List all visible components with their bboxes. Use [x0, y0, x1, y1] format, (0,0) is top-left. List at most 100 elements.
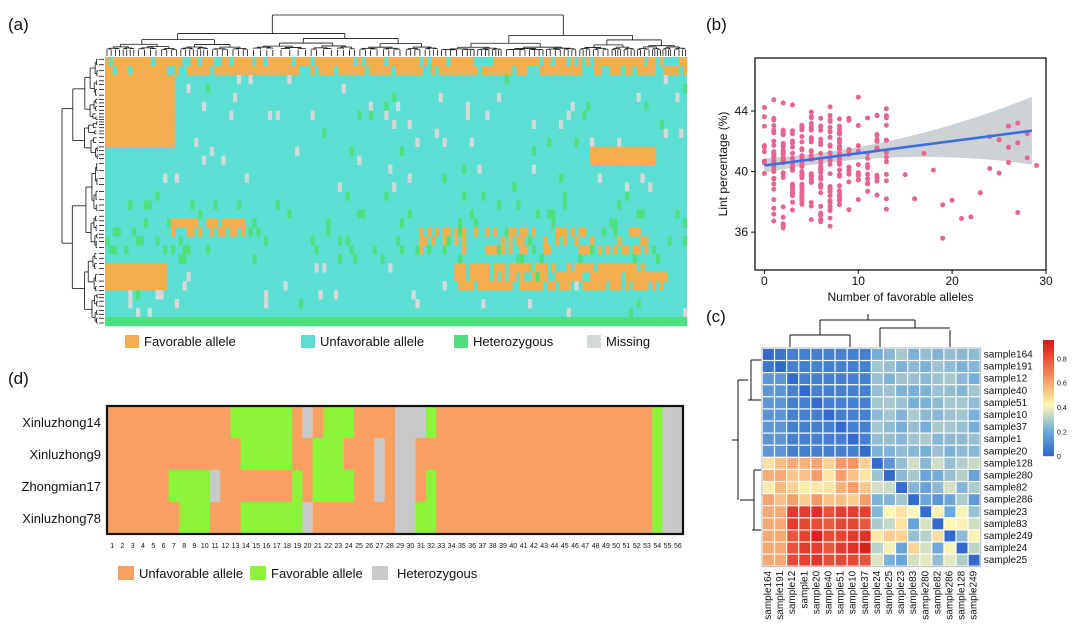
correlation-cell: [932, 470, 944, 481]
column-number: 27: [376, 543, 384, 550]
heatmap-a-cell: [465, 101, 471, 112]
heatmap-a-cell: [120, 281, 125, 291]
correlation-cell: [896, 349, 907, 360]
x-tick-label: 30: [1039, 274, 1053, 288]
variety-cell: [600, 438, 612, 471]
variety-cell: [179, 406, 190, 439]
correlation-cell: [811, 361, 823, 372]
heatmap-a-cell: [652, 65, 657, 76]
variety-cell: [446, 502, 458, 535]
heatmap-a-cell: [423, 236, 428, 246]
heatmap-a-cell: [539, 281, 544, 291]
heatmap-a-cell: [632, 272, 637, 282]
correlation-cell: [763, 349, 774, 360]
correlation-cell: [920, 421, 932, 433]
column-number: 7: [172, 543, 176, 550]
heatmap-a-cell: [229, 65, 234, 76]
heatmap-a-cell: [578, 65, 583, 76]
colorbar-segment: [1043, 382, 1054, 385]
correlation-cell: [896, 373, 907, 385]
heatmap-a-cell: [229, 227, 234, 237]
colorbar-segment: [1043, 360, 1054, 363]
heatmap-a-cell: [244, 65, 249, 76]
heatmap-a-cell: [508, 236, 513, 246]
heatmap-a-cell: [671, 65, 676, 76]
heatmap-a-cell: [613, 281, 618, 291]
heatmap-a-cell: [147, 83, 152, 94]
heatmap-a-cell: [155, 65, 160, 76]
correlation-cell: [956, 506, 968, 518]
heatmap-a-cell: [283, 281, 288, 291]
heatmap-a-cell: [504, 74, 509, 85]
correlation-cell: [944, 530, 956, 542]
heatmap-a-cell: [372, 57, 377, 67]
scatter-point: [799, 195, 805, 201]
heatmap-a-cell: [520, 281, 525, 291]
heatmap-a-cell: [174, 57, 180, 67]
heatmap-a-cell: [326, 218, 331, 228]
heatmap-a-cell: [190, 65, 195, 76]
heatmap-a-cell: [155, 101, 160, 112]
heatmap-a-cell: [302, 317, 308, 327]
heatmap-a-cell: [516, 200, 521, 210]
variety-cell: [477, 438, 488, 471]
variety-cell: [148, 470, 159, 503]
heatmap-a-cell: [504, 65, 509, 76]
heatmap-a-cell: [155, 281, 160, 291]
heatmap-a-cell: [617, 65, 622, 76]
heatmap-a-cell: [178, 218, 183, 228]
panel-b-label: (b): [706, 15, 727, 34]
heatmap-a-cell: [481, 65, 486, 76]
heatmap-a-cell: [461, 245, 467, 255]
heatmap-a-cell: [562, 236, 568, 246]
heatmap-a-cell: [578, 57, 583, 67]
correlation-cell: [847, 361, 859, 372]
scatter-point: [865, 164, 871, 170]
heatmap-a-cell: [450, 65, 455, 76]
heatmap-a-cell: [520, 57, 525, 67]
correlation-cell: [920, 554, 932, 566]
variety-cell: [508, 502, 519, 535]
variety-cell: [580, 438, 591, 471]
heatmap-a-cell: [473, 317, 478, 327]
row-label-sample25: sample25: [984, 555, 1028, 566]
heatmap-a-cell: [124, 65, 129, 76]
heatmap-a-cell: [621, 263, 626, 273]
scatter-point: [780, 204, 786, 210]
correlation-cell: [920, 445, 932, 457]
heatmap-a-cell: [485, 317, 490, 327]
heatmap-a-cell: [194, 137, 199, 147]
panel-a-label: (a): [8, 15, 29, 34]
heatmap-a-cell: [202, 101, 207, 112]
column-number: 36: [468, 543, 476, 550]
heatmap-a-cell: [229, 218, 234, 228]
heatmap-a-cell: [229, 57, 234, 67]
heatmap-a-cell: [516, 65, 521, 76]
scatter-point: [780, 214, 786, 220]
variety-cell: [631, 406, 643, 439]
correlation-cell: [871, 397, 883, 409]
heatmap-a-cell: [636, 57, 641, 67]
correlation-cell: [896, 506, 907, 518]
heatmap-a-cell: [132, 101, 137, 112]
heatmap-a-cell: [209, 57, 214, 67]
heatmap-a-cell: [636, 155, 641, 165]
heatmap-a-cell: [520, 236, 525, 246]
colorbar-segment: [1043, 436, 1054, 439]
row-label-sample249: sample249: [984, 531, 1033, 542]
column-number: 4: [141, 543, 145, 550]
scatter-point: [818, 170, 824, 175]
heatmap-a-cell: [636, 146, 641, 156]
heatmap-a-cell: [586, 281, 591, 291]
heatmap-a-cell: [512, 65, 517, 76]
column-number: 52: [633, 543, 641, 550]
heatmap-a-cell: [555, 65, 560, 76]
heatmap-a-cell: [531, 146, 536, 156]
correlation-cell: [920, 397, 932, 409]
heatmap-a-cell: [275, 57, 280, 67]
heatmap-a-cell: [539, 272, 544, 282]
correlation-cell: [920, 506, 932, 518]
variety-cell: [497, 438, 509, 471]
scatter-point: [883, 196, 889, 202]
colorbar-segment: [1043, 372, 1054, 375]
